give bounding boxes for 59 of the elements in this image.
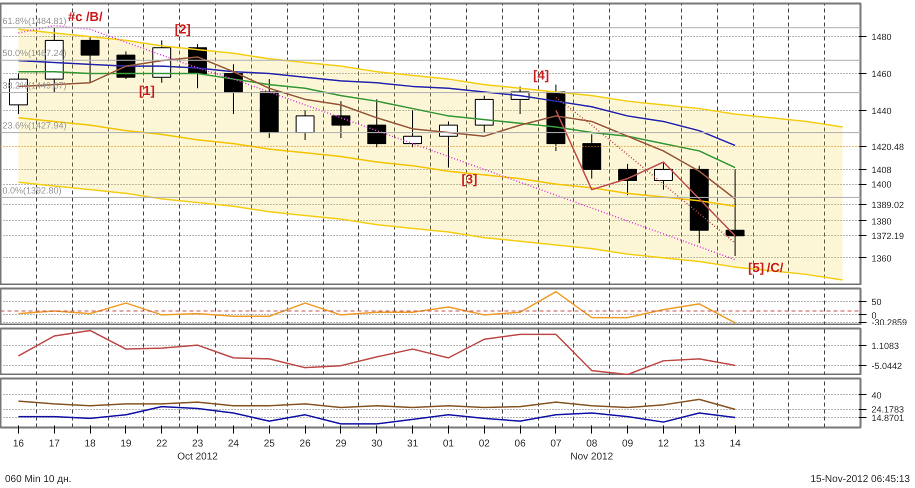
- annotation: [2]: [174, 21, 191, 36]
- x-tick-label: 31: [407, 438, 419, 450]
- x-tick-label: 13: [694, 438, 706, 450]
- y-tick-label: 1408: [872, 164, 892, 175]
- x-tick-label: 24: [228, 438, 240, 450]
- line-series: [18, 290, 736, 324]
- candlestick: [80, 36, 100, 84]
- y-tick-label: 50: [872, 297, 882, 308]
- y-tick-label: 1460: [872, 69, 892, 80]
- x-tick-label: 29: [335, 438, 347, 450]
- y-tick-label: 1480: [872, 32, 892, 42]
- candlestick: [367, 98, 386, 148]
- y-tick-label: 24.1783: [872, 404, 904, 415]
- x-tick-label: 07: [550, 438, 562, 450]
- x-tick-label: 06: [514, 438, 526, 450]
- annotation: /B/: [86, 8, 103, 24]
- y-tick-label: -5.0442: [872, 361, 902, 372]
- x-tick-label: 23 Oct 2012: [177, 438, 218, 463]
- y-tick-label: 0: [872, 310, 877, 320]
- ref-line-label: 0.0%(1392.80): [2, 185, 62, 196]
- x-tick-label: 08 Nov 2012: [570, 438, 614, 463]
- x-tick-label: 17: [48, 438, 60, 450]
- x-tick-label: 25: [264, 438, 276, 450]
- annotation: #c: [68, 8, 82, 24]
- y-tick-label: 1389.02: [872, 200, 904, 210]
- annotation: [3]: [461, 172, 478, 187]
- x-tick-label: 02: [478, 438, 490, 450]
- y-tick-label: 14.8701: [872, 413, 904, 424]
- ref-line-label: 61.8%(1484.81): [2, 16, 67, 26]
- y-tick-label: 1400: [872, 180, 892, 190]
- line-series: [18, 398, 736, 410]
- x-tick-label: 14: [730, 438, 742, 450]
- x-tick-label: 19: [120, 438, 132, 450]
- y-tick-label: 1420.48: [872, 142, 904, 152]
- x-tick-label: 01: [442, 438, 454, 450]
- x-tick-label: 16: [12, 438, 24, 450]
- y-tick-label: 1360: [872, 253, 892, 264]
- x-tick-label: 18: [84, 438, 96, 450]
- x-tick-label: 30: [371, 438, 383, 450]
- y-tick-label: 1372.19: [872, 230, 904, 241]
- x-tick-label: 26: [300, 438, 312, 450]
- text: 15-Nov-2012 06:45:13: [810, 473, 910, 487]
- x-tick-label: 22: [156, 438, 168, 450]
- candlestick: [654, 162, 673, 190]
- annotation: [1]: [138, 83, 155, 98]
- y-tick-label: 1380: [872, 216, 892, 226]
- text: 060 Min 10 дн.: [5, 473, 72, 487]
- line-series: [18, 330, 736, 375]
- ref-line-label: 23.6%(1427.94): [2, 120, 67, 131]
- candlestick: [331, 100, 350, 139]
- candlestick: [296, 110, 315, 140]
- y-tick-label: 40: [872, 390, 882, 400]
- candlestick: [403, 110, 422, 148]
- x-tick-label: 12: [658, 438, 670, 450]
- x-tick-label: 09: [622, 438, 634, 450]
- y-tick-label: 1.1083: [872, 340, 900, 351]
- y-tick-label: 1440: [872, 106, 892, 116]
- annotation: [4]: [533, 67, 550, 82]
- line-series: [18, 406, 736, 425]
